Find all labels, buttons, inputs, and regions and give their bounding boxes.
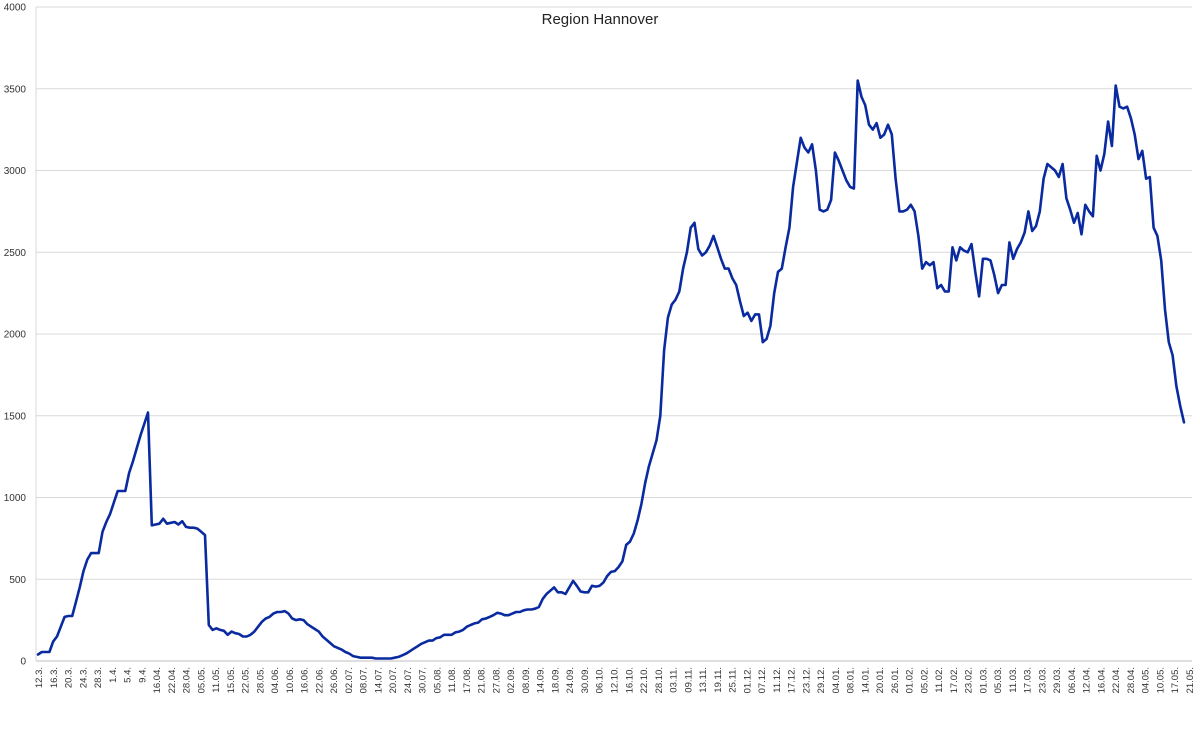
x-tick-label: 15.05. (226, 667, 237, 693)
x-tick-label: 04.06. (270, 667, 281, 693)
x-tick-label: 21.08. (477, 667, 488, 693)
x-tick-label: 11.08. (447, 667, 458, 693)
x-tick-label: 22.06. (314, 667, 325, 693)
x-tick-label: 20.3. (64, 667, 75, 688)
x-tick-label: 10.05. (1155, 667, 1166, 693)
x-tick-label: 11.05. (211, 667, 222, 693)
gridlines (35, 6, 1192, 662)
x-tick-label: 14.09. (536, 667, 547, 693)
x-tick-label: 21.05. (1185, 667, 1196, 693)
y-tick-label: 1000 (4, 493, 27, 504)
x-tick-label: 22.04. (167, 667, 178, 693)
x-tick-label: 17.12. (787, 667, 798, 693)
x-tick-label: 12.3. (34, 667, 45, 688)
x-tick-label: 22.04. (1111, 667, 1122, 693)
x-tick-label: 09.11. (683, 667, 694, 693)
x-tick-label: 05.08. (432, 667, 443, 693)
x-tick-label: 12.10. (610, 667, 621, 693)
x-tick-label: 18.09. (550, 667, 561, 693)
x-tick-label: 02.09. (506, 667, 517, 693)
x-tick-label: 11.12. (772, 667, 783, 693)
y-tick-label: 3000 (4, 166, 27, 177)
x-tick-label: 20.01. (875, 667, 886, 693)
x-tick-label: 10.06. (285, 667, 296, 693)
x-tick-label: 27.08. (491, 667, 502, 693)
x-tick-label: 05.03. (993, 667, 1004, 693)
x-tick-label: 28.3. (93, 667, 104, 688)
x-tick-label: 25.11. (728, 667, 739, 693)
x-tick-label: 14.07. (373, 667, 384, 693)
series-line (36, 79, 1186, 660)
x-tick-label: 01.02. (905, 667, 916, 693)
x-tick-label: 28.05. (255, 667, 266, 693)
x-tick-label: 29.12. (816, 667, 827, 693)
x-tick-label: 08.01. (846, 667, 857, 693)
x-tick-label: 01.12. (742, 667, 753, 693)
y-tick-label: 1500 (4, 411, 27, 422)
x-tick-label: 16.06. (300, 667, 311, 693)
x-tick-label: 02.07. (344, 667, 355, 693)
y-tick-label: 4000 (4, 3, 27, 14)
x-tick-label: 28.04. (182, 667, 193, 693)
x-tick-label: 30.09. (580, 667, 591, 693)
x-tick-label: 17.08. (462, 667, 473, 693)
x-tick-label: 05.05. (196, 667, 207, 693)
x-tick-label: 22.05. (241, 667, 252, 693)
x-tick-label: 20.07. (388, 667, 399, 693)
x-tick-label: 28.04. (1126, 667, 1137, 693)
series-layer (36, 79, 1186, 660)
y-tick-label: 2000 (4, 330, 27, 341)
x-tick-label: 16.3. (49, 667, 60, 688)
x-tick-label: 23.03. (1037, 667, 1048, 693)
y-axis-ticks: 0 500 1000 1500 2000 2500 3000 3500 4000 (4, 3, 27, 668)
y-tick-label: 0 (20, 657, 26, 668)
x-tick-label: 08.07. (359, 667, 370, 693)
x-tick-label: 04.05. (1141, 667, 1152, 693)
x-tick-label: 28.10. (654, 667, 665, 693)
x-tick-label: 19.11. (713, 667, 724, 693)
x-tick-label: 16.10. (624, 667, 635, 693)
x-tick-label: 06.04. (1067, 667, 1078, 693)
x-tick-label: 23.02. (964, 667, 975, 693)
x-tick-label: 07.12. (757, 667, 768, 693)
x-tick-label: 17.03. (1023, 667, 1034, 693)
x-tick-label: 16.04. (1096, 667, 1107, 693)
x-tick-label: 5.4. (123, 667, 134, 683)
x-tick-label: 06.10. (595, 667, 606, 693)
x-tick-label: 13.11. (698, 667, 709, 693)
x-tick-label: 12.04. (1082, 667, 1093, 693)
x-tick-label: 11.02. (934, 667, 945, 693)
x-tick-label: 16.04. (152, 667, 163, 693)
x-tick-label: 17.02. (949, 667, 960, 693)
x-tick-label: 9.4. (137, 667, 148, 683)
x-tick-label: 17.05. (1170, 667, 1181, 693)
x-tick-label: 23.12. (801, 667, 812, 693)
chart-title: Region Hannover (542, 11, 659, 28)
y-tick-label: 2500 (4, 248, 27, 259)
x-tick-label: 26.01. (890, 667, 901, 693)
x-tick-label: 24.3. (78, 667, 89, 688)
x-tick-label: 04.01. (831, 667, 842, 693)
x-tick-label: 29.03. (1052, 667, 1063, 693)
x-tick-label: 05.02. (919, 667, 930, 693)
x-tick-label: 11.03. (1008, 667, 1019, 693)
x-tick-label: 26.06. (329, 667, 340, 693)
x-tick-label: 14.01. (860, 667, 871, 693)
x-axis-ticks: 12.3. 16.3. 20.3. 24.3. 28.3. 1.4. 5.4. 9.4. 16.… (34, 667, 1196, 693)
x-tick-label: 01.03. (978, 667, 989, 693)
x-tick-label: 03.11. (669, 667, 680, 693)
x-tick-label: 24.07. (403, 667, 414, 693)
y-tick-label: 500 (9, 575, 26, 586)
x-tick-label: 24.09. (565, 667, 576, 693)
x-tick-label: 22.10. (639, 667, 650, 693)
x-tick-label: 1.4. (108, 667, 119, 683)
x-tick-label: 30.07. (418, 667, 429, 693)
y-tick-label: 3500 (4, 84, 27, 95)
x-tick-label: 08.09. (521, 667, 532, 693)
